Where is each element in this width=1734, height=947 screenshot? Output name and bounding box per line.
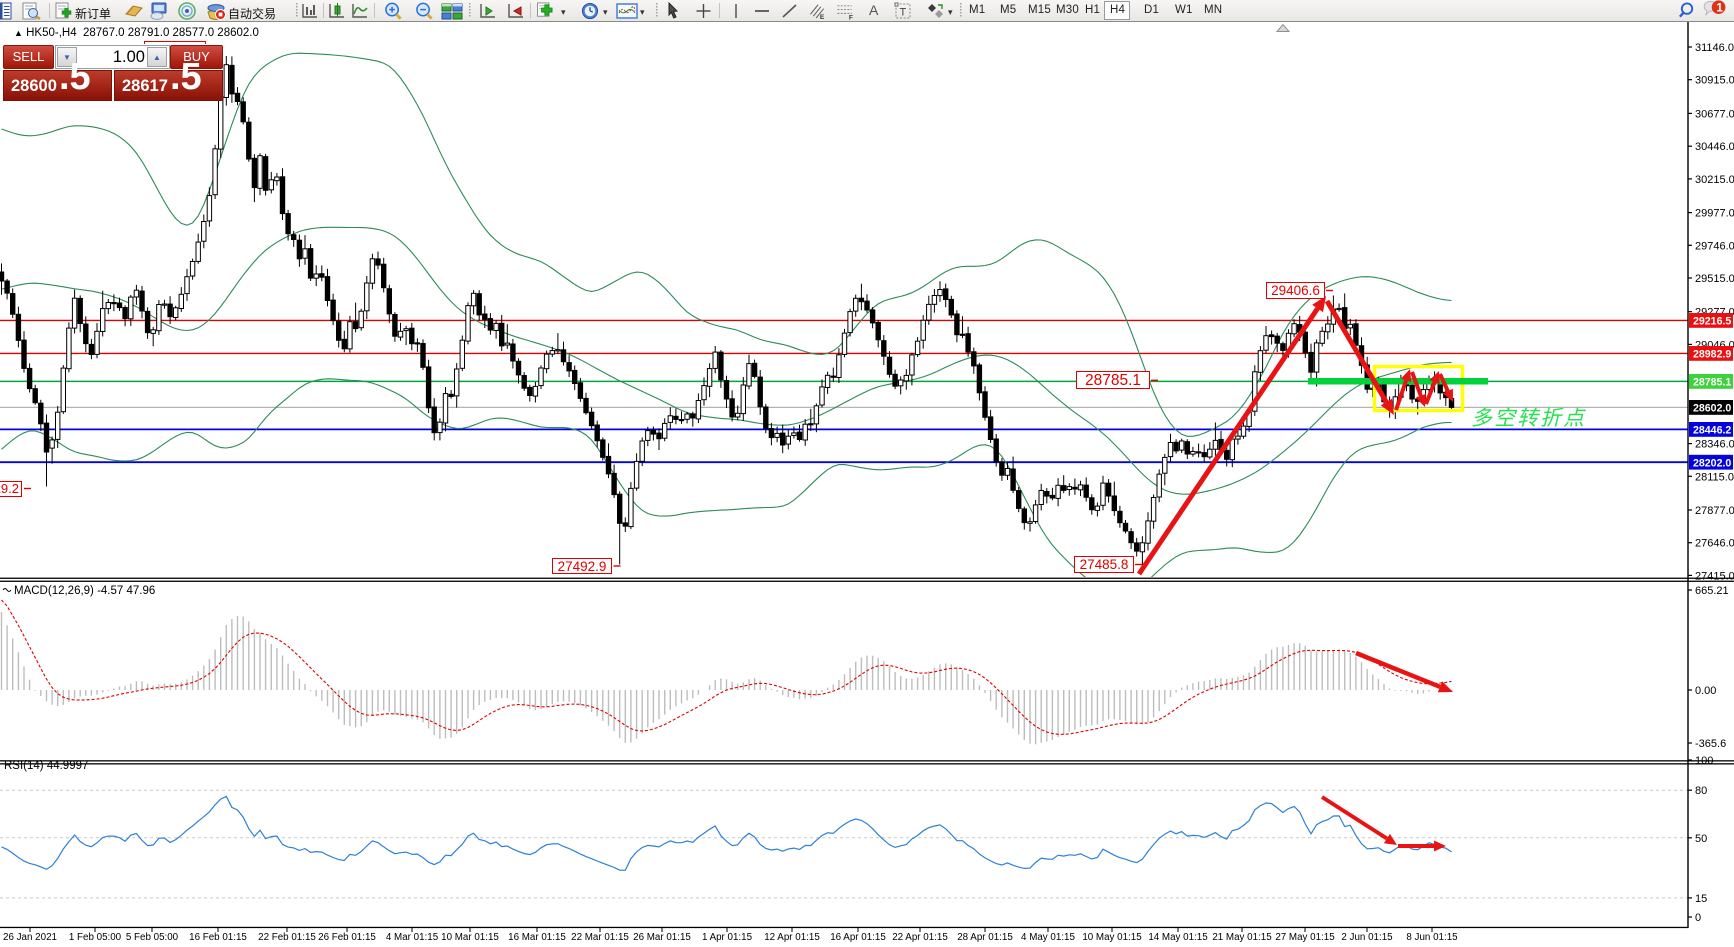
svg-text:28446.2: 28446.2 xyxy=(1693,425,1731,437)
svg-text:16 Mar 01:15: 16 Mar 01:15 xyxy=(508,932,566,943)
svg-text:28 Apr 01:15: 28 Apr 01:15 xyxy=(957,932,1013,943)
svg-text:30446.0: 30446.0 xyxy=(1695,141,1734,153)
svg-text:0.00: 0.00 xyxy=(1695,685,1716,697)
svg-text:29216.5: 29216.5 xyxy=(1693,316,1731,328)
svg-text:28602.0: 28602.0 xyxy=(1693,403,1731,415)
svg-text:28785.1: 28785.1 xyxy=(1693,377,1731,389)
svg-text:100: 100 xyxy=(1695,755,1713,767)
svg-text:4 May 01:15: 4 May 01:15 xyxy=(1021,932,1075,943)
svg-text:4 Mar 01:15: 4 Mar 01:15 xyxy=(386,932,439,943)
svg-text:14 May 01:15: 14 May 01:15 xyxy=(1148,932,1208,943)
svg-text:21 May 01:15: 21 May 01:15 xyxy=(1212,932,1272,943)
svg-text:29746.0: 29746.0 xyxy=(1695,240,1734,252)
svg-text:29515.0: 29515.0 xyxy=(1695,273,1734,285)
svg-text:30915.0: 30915.0 xyxy=(1695,75,1734,87)
svg-text:30677.0: 30677.0 xyxy=(1695,108,1734,120)
svg-text:12 Apr 01:15: 12 Apr 01:15 xyxy=(764,932,820,943)
svg-text:50: 50 xyxy=(1695,833,1707,845)
svg-text:2 Jun 01:15: 2 Jun 01:15 xyxy=(1341,932,1393,943)
svg-text:28115.0: 28115.0 xyxy=(1695,471,1734,483)
svg-text:29977.0: 29977.0 xyxy=(1695,208,1734,220)
svg-text:1 Apr 01:15: 1 Apr 01:15 xyxy=(702,932,753,943)
svg-text:10 May 01:15: 10 May 01:15 xyxy=(1082,932,1142,943)
svg-text:16 Apr 01:15: 16 Apr 01:15 xyxy=(830,932,886,943)
svg-text:-365.6: -365.6 xyxy=(1695,738,1726,750)
svg-text:22 Apr 01:15: 22 Apr 01:15 xyxy=(892,932,948,943)
svg-text:1: 1 xyxy=(1716,1,1723,14)
svg-text:30215.0: 30215.0 xyxy=(1695,174,1734,186)
svg-text:F: F xyxy=(849,15,853,20)
svg-text:E: E xyxy=(820,14,825,20)
svg-text:1 Feb 05:00: 1 Feb 05:00 xyxy=(69,932,122,943)
svg-text:22 Mar 01:15: 22 Mar 01:15 xyxy=(571,932,629,943)
svg-text:31146.0: 31146.0 xyxy=(1695,42,1734,54)
svg-text:27646.0: 27646.0 xyxy=(1695,538,1734,550)
svg-text:MACD(12,26,9) -4.57 47.96: MACD(12,26,9) -4.57 47.96 xyxy=(14,585,155,597)
svg-text:28202.0: 28202.0 xyxy=(1693,457,1731,469)
svg-text:26 Feb 01:15: 26 Feb 01:15 xyxy=(318,932,376,943)
svg-text:0: 0 xyxy=(1695,912,1701,924)
svg-text:5 Feb 05:00: 5 Feb 05:00 xyxy=(126,932,179,943)
svg-text:8 Jun 01:15: 8 Jun 01:15 xyxy=(1406,932,1458,943)
svg-text:26 Mar 01:15: 26 Mar 01:15 xyxy=(633,932,691,943)
svg-text:80: 80 xyxy=(1695,785,1707,797)
svg-text:27 May 01:15: 27 May 01:15 xyxy=(1275,932,1335,943)
svg-text:28346.0: 28346.0 xyxy=(1695,439,1734,451)
svg-text:16 Feb 01:15: 16 Feb 01:15 xyxy=(189,932,247,943)
svg-text:27877.0: 27877.0 xyxy=(1695,505,1734,517)
svg-text:665.21: 665.21 xyxy=(1695,585,1729,597)
svg-text:RSI(14) 44.9997: RSI(14) 44.9997 xyxy=(4,760,88,772)
svg-text:T: T xyxy=(900,7,907,19)
svg-text:10 Mar 01:15: 10 Mar 01:15 xyxy=(441,932,499,943)
svg-text:22 Feb 01:15: 22 Feb 01:15 xyxy=(258,932,316,943)
svg-text:27415.0: 27415.0 xyxy=(1695,570,1734,582)
svg-text:28982.9: 28982.9 xyxy=(1693,349,1731,361)
svg-text:15: 15 xyxy=(1695,893,1707,905)
svg-text:26 Jan 2021: 26 Jan 2021 xyxy=(3,932,57,943)
